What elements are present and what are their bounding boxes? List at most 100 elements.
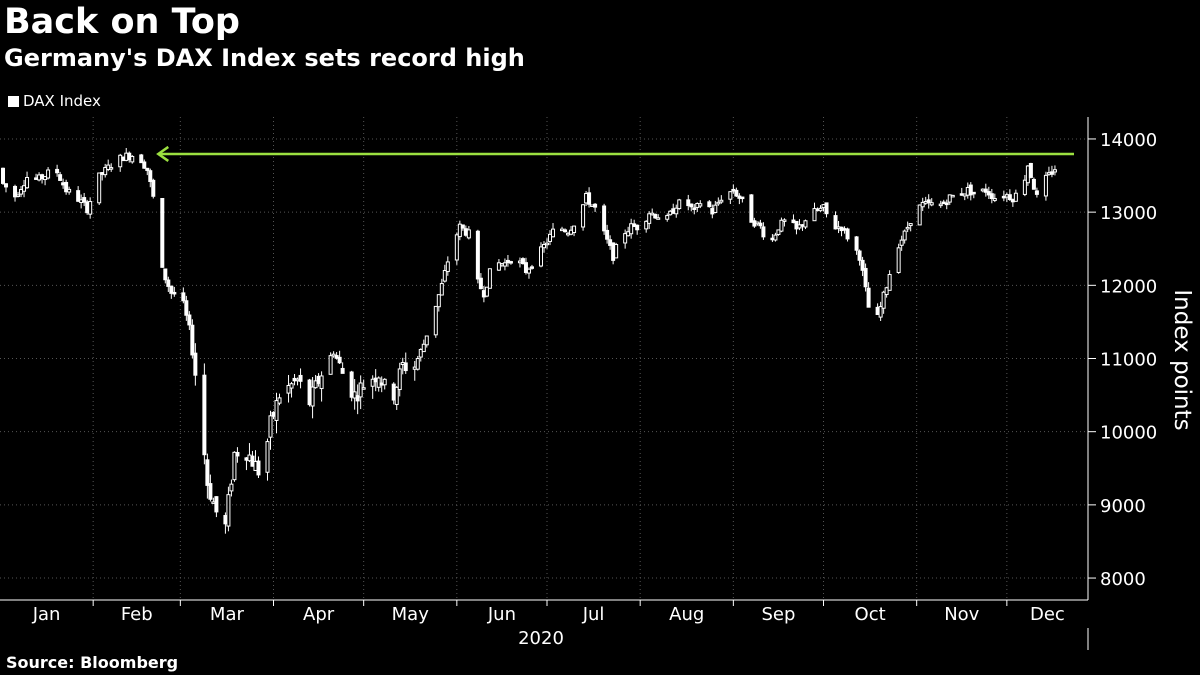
record-line [156, 145, 1074, 162]
candle-up [382, 378, 387, 386]
candle-up [947, 194, 952, 203]
candle-up [545, 242, 550, 246]
x-tick-label: Dec [1030, 604, 1065, 625]
candle-down [163, 268, 168, 281]
candle-up [902, 230, 907, 241]
candle-up [109, 167, 114, 170]
candle-up [496, 262, 501, 271]
candle-up [484, 286, 489, 297]
candle-up [22, 185, 27, 192]
candle-down [55, 168, 60, 174]
candle-down [833, 215, 838, 230]
candle-down [1034, 190, 1039, 195]
candle-up [415, 358, 420, 370]
candle-down [1049, 171, 1054, 175]
candle-up [289, 383, 294, 389]
candle-up [773, 234, 778, 241]
candle-down [692, 207, 697, 210]
legend-label: DAX Index [23, 92, 101, 110]
candle-up [433, 305, 438, 336]
y-tick-label: 14000 [1100, 130, 1157, 151]
candle-down [169, 285, 174, 294]
candle-up [779, 219, 784, 232]
candle-up [487, 268, 492, 289]
candle-down [208, 483, 213, 500]
candle-down [1, 167, 6, 184]
x-tick-label: Apr [303, 604, 335, 625]
candle-up [719, 199, 724, 203]
candle-up [1013, 192, 1018, 202]
candle-down [139, 154, 144, 164]
candle-up [623, 233, 628, 244]
candle-up [896, 247, 901, 273]
candle-down [298, 374, 303, 382]
candle-down [214, 496, 219, 513]
candle-down [520, 258, 525, 265]
candle-up [361, 387, 366, 390]
candle-up [728, 191, 733, 200]
candle-up [884, 287, 889, 295]
candle-down [740, 196, 745, 200]
candle-up [878, 306, 883, 318]
candle-down [971, 191, 976, 195]
candle-up [394, 386, 399, 405]
candle-down [181, 292, 186, 302]
candle-down [13, 185, 18, 198]
candle-up [713, 204, 718, 213]
candle-down [1031, 178, 1036, 190]
candle-down [529, 266, 534, 269]
candle-down [355, 395, 360, 402]
candle-up [277, 397, 282, 404]
candle-up [25, 176, 30, 189]
candle-up [950, 194, 955, 198]
candle-up [818, 207, 823, 212]
candle-down [653, 213, 658, 219]
candle-up [920, 201, 925, 208]
candle-down [160, 198, 165, 268]
candle-up [698, 203, 703, 207]
grid [0, 117, 1088, 600]
candle-up [274, 400, 279, 421]
candle-up [812, 208, 817, 222]
x-tick-label: Mar [210, 604, 245, 625]
candle-up [908, 223, 913, 227]
candle-down [749, 194, 754, 223]
candle-up [310, 386, 315, 407]
candle-up [538, 246, 543, 267]
candle-up [917, 204, 922, 226]
candle-down [148, 170, 153, 182]
candle-down [857, 250, 862, 261]
candle-up [232, 451, 237, 481]
x-tick-label: Oct [855, 604, 886, 625]
candle-up [551, 228, 556, 238]
x-tick-label: Jun [487, 604, 516, 625]
candle-down [944, 202, 949, 206]
candle-down [734, 189, 739, 197]
candle-down [686, 199, 691, 207]
candle-up [436, 294, 441, 308]
candle-down [758, 222, 763, 227]
candle-up [268, 415, 273, 438]
candle-up [331, 353, 336, 357]
candle-up [130, 155, 135, 163]
candle-up [776, 229, 781, 235]
candle-down [983, 188, 988, 193]
candle-up [424, 335, 429, 346]
candle-down [860, 259, 865, 271]
candle-up [286, 385, 291, 394]
candle-up [716, 201, 721, 205]
candle-up [572, 225, 577, 234]
candle-up [46, 169, 51, 179]
candle-up [445, 261, 450, 273]
candle-down [523, 262, 528, 273]
candle-up [352, 391, 357, 399]
x-tick-label: May [392, 604, 430, 625]
candle-up [502, 262, 507, 267]
x-tick-label: Feb [121, 604, 153, 625]
candle-down [605, 229, 610, 240]
candle-up [803, 220, 808, 228]
candle-down [142, 161, 147, 169]
candle-up [439, 283, 444, 296]
candle-down [508, 261, 513, 264]
